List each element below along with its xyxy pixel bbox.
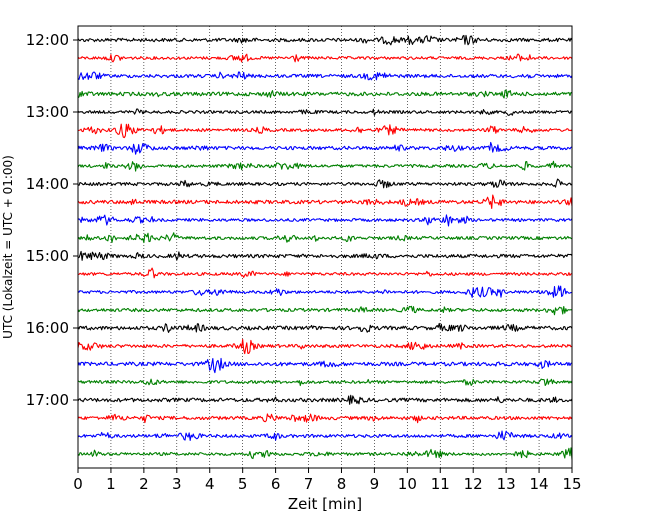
- x-tick-label: 3: [172, 475, 182, 493]
- seismogram-trace: [77, 305, 573, 316]
- seismogram-trace: [77, 178, 573, 189]
- x-tick-label: 14: [530, 475, 549, 493]
- seismogram-trace: [77, 194, 573, 209]
- seismogram-trace: [77, 89, 573, 99]
- seismogram-trace: [77, 394, 573, 405]
- y-tick-label: 13:00: [26, 103, 69, 121]
- x-axis-title: Zeit [min]: [288, 495, 362, 513]
- x-tick-label: 11: [431, 475, 450, 493]
- seismogram-trace: [77, 267, 573, 279]
- x-tick-label: 2: [139, 475, 149, 493]
- y-tick-label: 15:00: [26, 247, 69, 265]
- seismogram-trace: [77, 357, 573, 374]
- y-tick-label: 16:00: [26, 319, 69, 337]
- x-tick-label: 13: [497, 475, 516, 493]
- seismogram-trace: [77, 141, 573, 155]
- seismogram-trace: [77, 123, 573, 139]
- y-tick-label: 14:00: [26, 175, 69, 193]
- x-tick-label: 7: [304, 475, 314, 493]
- x-axis-ticks: 0 1 2 3 4 5 6 7 8 9 10 11 12 13 14 15: [73, 468, 582, 493]
- seismogram-trace: [77, 430, 573, 441]
- x-tick-label: 4: [205, 475, 215, 493]
- seismogram-traces: [77, 34, 573, 460]
- x-tick-label: 15: [562, 475, 581, 493]
- x-tick-label: 5: [238, 475, 248, 493]
- seismogram-trace: [77, 232, 573, 244]
- x-tick-label: 10: [398, 475, 417, 493]
- seismogram-trace: [77, 413, 573, 424]
- seismogram-trace: [77, 71, 573, 81]
- x-tick-label: 8: [337, 475, 347, 493]
- x-tick-label: 0: [73, 475, 83, 493]
- x-tick-label: 1: [106, 475, 116, 493]
- seismogram-trace: [77, 108, 573, 116]
- x-tick-label: 6: [271, 475, 281, 493]
- x-tick-label: 12: [464, 475, 483, 493]
- seismogram-trace: [77, 447, 573, 460]
- seismogram-trace: [77, 160, 573, 172]
- seismogram-trace: [77, 34, 573, 46]
- seismogram-trace: [77, 250, 573, 261]
- seismogram-trace: [77, 53, 573, 63]
- y-axis-ticks: 12:00 13:00 14:00 15:00 16:00 17:00: [26, 31, 78, 409]
- plot-area: [78, 26, 572, 468]
- y-tick-label: 12:00: [26, 31, 69, 49]
- x-tick-label: 9: [370, 475, 380, 493]
- seismogram-trace: [77, 322, 573, 333]
- y-tick-label: 17:00: [26, 391, 69, 409]
- seismogram-trace: [77, 214, 573, 227]
- y-axis-title: UTC (Lokalzeit = UTC + 01:00): [1, 155, 15, 339]
- seismogram-trace: [77, 378, 573, 387]
- plot-frame: [77, 25, 573, 469]
- seismogram-trace: [77, 338, 573, 355]
- seismogram-trace: [77, 285, 573, 298]
